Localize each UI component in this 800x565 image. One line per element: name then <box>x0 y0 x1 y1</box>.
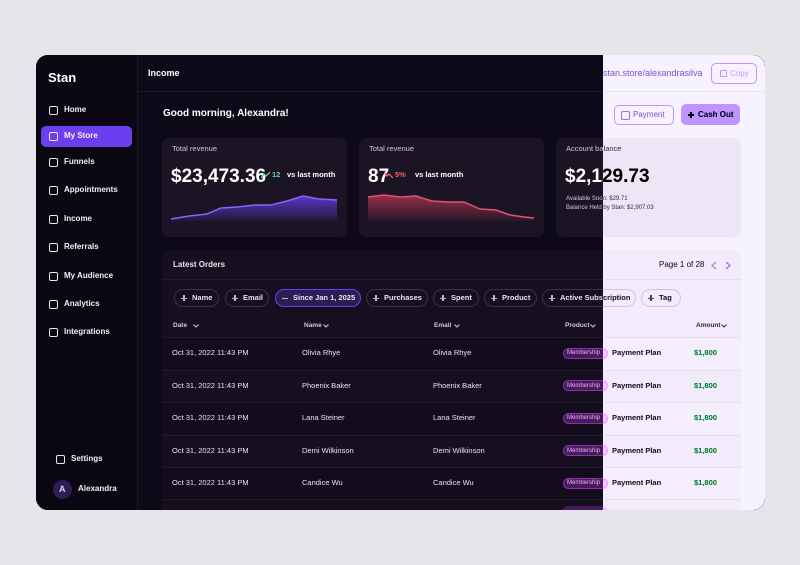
plus-icon <box>442 295 444 301</box>
card-change: 5% <box>395 170 406 180</box>
customer-email: Candice Wu <box>433 478 474 488</box>
chip-icon-label: Since Jan 1, 2025 <box>293 293 356 303</box>
nav-label: Appointments <box>64 185 118 194</box>
nav-label: Analytics <box>64 299 100 308</box>
chip-icon-label: Email <box>243 293 264 303</box>
icon <box>49 328 58 337</box>
product-tag: Membership <box>567 382 601 389</box>
card-label: Account balance <box>566 144 622 154</box>
nav-label: My Audience <box>64 271 114 280</box>
column-header[interactable]: Email <box>434 321 452 329</box>
card-label: Total revenue <box>369 144 415 154</box>
order-date: Oct 31, 2022 11:43 PM <box>172 413 249 423</box>
icon <box>49 106 58 115</box>
plus-icon <box>183 295 185 301</box>
customer-email: Phoenix Baker <box>433 380 482 390</box>
sort-icon <box>193 324 199 328</box>
filter-chip[interactable] <box>484 289 537 307</box>
avatar-initial: A <box>59 483 66 494</box>
filter-chip[interactable] <box>275 289 361 307</box>
nav-label: My Store <box>64 131 98 140</box>
orders-title: Latest Orders <box>173 260 226 269</box>
plus-icon <box>493 295 495 301</box>
icon <box>49 215 58 224</box>
nav-label: Referrals <box>64 242 99 251</box>
nav-label: Income <box>64 214 93 223</box>
card-detail: Available Soon: $29.71 <box>566 196 628 202</box>
order-date: Oct 31, 2022 11:43 PM <box>172 445 249 455</box>
icon <box>49 300 58 309</box>
card-compare: vs last month <box>287 170 336 180</box>
filter-chip[interactable] <box>366 289 428 307</box>
customer-name: Demi Wilkinson <box>302 445 354 455</box>
card-change: 12 <box>272 170 281 180</box>
sort-icon <box>590 324 596 328</box>
customer-email: Olivia Rhye <box>433 348 472 358</box>
sparkline <box>171 195 337 221</box>
plus-icon <box>234 295 236 301</box>
icon <box>56 455 65 464</box>
chip-icon-label: Active Subscription <box>560 293 631 303</box>
nav-label: Integrations <box>64 327 110 336</box>
settings[interactable]: Settings <box>71 454 103 463</box>
filter-chip[interactable] <box>174 289 219 307</box>
order-date: Oct 31, 2022 11:43 PM <box>172 348 249 358</box>
column-header[interactable]: Product <box>565 321 590 329</box>
icon <box>49 132 58 141</box>
icon <box>49 158 58 167</box>
order-date: Oct 31, 2022 11:43 PM <box>172 380 249 390</box>
row-divider <box>162 499 741 500</box>
icon <box>49 243 58 252</box>
chip-icon-label: Product <box>502 293 531 303</box>
user-name: Alexandra <box>78 484 117 493</box>
customer-name: Olivia Rhye <box>302 348 341 358</box>
customer-name: Phoenix Baker <box>302 380 351 390</box>
filter-chip[interactable] <box>433 289 479 307</box>
app-window: Stan Home My Store Funnels Appointments Incom… <box>36 55 765 510</box>
icon <box>49 272 58 281</box>
avatar[interactable] <box>53 480 72 499</box>
order-date: Oct 31, 2022 11:43 PM <box>172 478 249 488</box>
column-header[interactable]: Name <box>304 321 322 329</box>
column-header[interactable]: Date <box>173 321 188 329</box>
plus-icon <box>282 297 288 299</box>
card-value: 87 <box>368 165 390 187</box>
divider <box>162 279 741 280</box>
card-value: $23,473.36 <box>171 165 267 187</box>
tag <box>563 506 608 510</box>
plus-icon <box>551 295 553 301</box>
sort-icon <box>323 324 329 328</box>
page-title: Income <box>148 67 180 78</box>
customer-email: Demi Wilkinson <box>433 445 485 455</box>
customer-name: Lana Steiner <box>302 413 345 423</box>
product-tag: Membership <box>567 415 601 421</box>
header-line <box>138 91 765 92</box>
customer-email: Lana Steiner <box>433 413 476 423</box>
product-tag: Membership <box>567 447 601 454</box>
plus-icon <box>375 295 377 301</box>
greeting: Good morning, Alexandra! <box>163 108 289 119</box>
icon <box>49 186 58 195</box>
light-theme-overlay <box>603 55 765 510</box>
chip-icon-label: Name <box>192 293 213 303</box>
filter-chip[interactable] <box>225 289 269 307</box>
brand: Stan <box>48 69 77 85</box>
trend-icon <box>384 171 393 179</box>
row-divider <box>162 434 741 436</box>
trend-icon <box>261 171 270 179</box>
chip-icon-label: Spent <box>451 293 472 303</box>
sort-icon <box>454 324 460 328</box>
nav-label: Home <box>64 105 87 114</box>
customer-name: Candice Wu <box>302 478 343 488</box>
product-tag: Membership <box>567 350 601 356</box>
sparkline <box>368 194 534 221</box>
nav-label: Funnels <box>64 157 95 166</box>
card-label: Total revenue <box>172 144 218 154</box>
row-divider <box>162 369 741 371</box>
card-compare: vs last month <box>415 170 464 180</box>
nav-active <box>41 126 132 147</box>
chip-icon-label: Purchases <box>384 293 422 303</box>
product-tag: Membership <box>567 480 601 486</box>
